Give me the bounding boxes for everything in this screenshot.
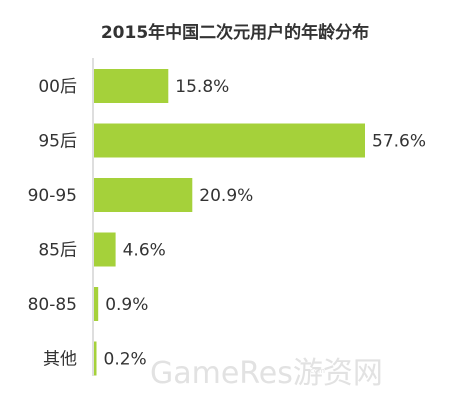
value-label-0: 15.8% <box>175 77 229 97</box>
bar-5 <box>94 341 97 376</box>
watermark: GameRes游资网 com <box>150 356 383 391</box>
value-label-4: 0.9% <box>105 295 148 315</box>
value-label-1: 57.6% <box>372 132 426 152</box>
value-labels-group: 15.8% 57.6% 20.9% 4.6% 0.9% 0.2% <box>104 77 427 370</box>
value-label-5: 0.2% <box>104 350 147 370</box>
bar-4 <box>94 287 99 321</box>
category-label-5: 其他 <box>43 350 77 370</box>
watermark-small-text: com <box>310 367 325 375</box>
category-label-0: 00后 <box>38 77 77 97</box>
category-label-4: 80-85 <box>28 295 77 315</box>
bars-group <box>94 69 365 376</box>
value-label-2: 20.9% <box>199 186 253 206</box>
bar-1 <box>94 123 365 158</box>
bar-3 <box>94 232 116 267</box>
category-labels-group: 00后 95后 90-95 85后 80-85 其他 <box>28 77 77 370</box>
watermark-text: GameRes游资网 <box>150 356 383 391</box>
value-label-3: 4.6% <box>123 241 166 261</box>
category-label-2: 90-95 <box>28 186 77 206</box>
bar-0 <box>94 69 169 103</box>
chart-title: 2015年中国二次元用户的年龄分布 <box>101 22 369 43</box>
category-label-1: 95后 <box>38 132 77 152</box>
bar-2 <box>94 178 193 212</box>
category-label-3: 85后 <box>38 241 77 261</box>
